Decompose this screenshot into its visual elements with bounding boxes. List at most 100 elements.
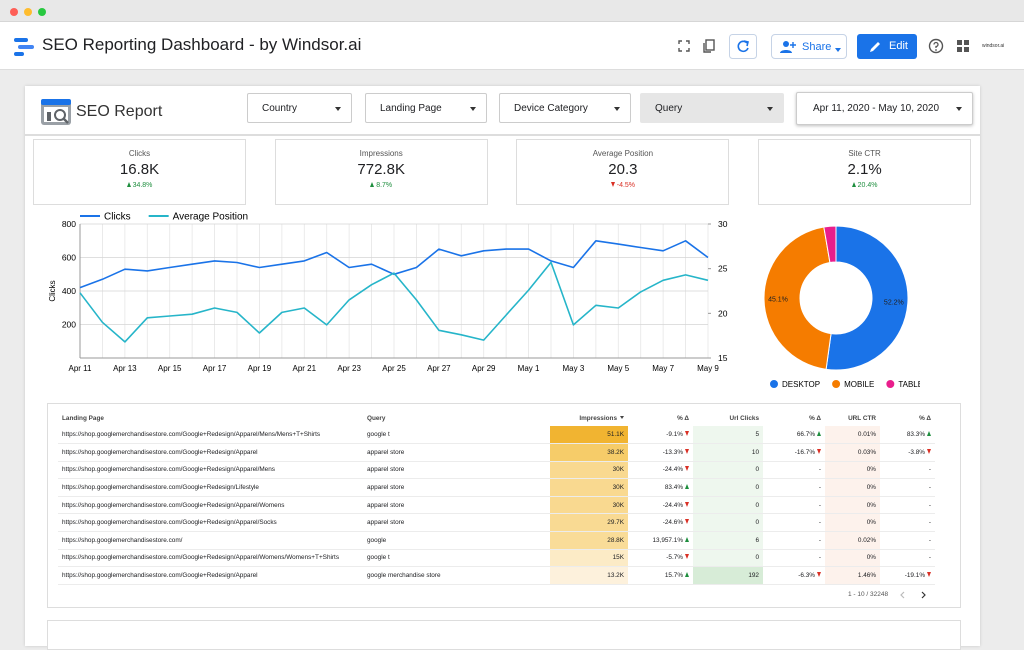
column-header: Url Clicks <box>693 410 763 426</box>
cell-text: apparel store <box>367 519 404 526</box>
legend-label: Clicks <box>104 212 131 223</box>
table-cell: 38.2K <box>550 444 628 462</box>
delta-text: 8.7% <box>376 182 392 189</box>
legend-dot <box>832 380 840 388</box>
help-icon[interactable] <box>928 38 944 54</box>
cell-text: 0 <box>755 484 759 491</box>
copy-icon[interactable] <box>701 38 717 54</box>
table-cell: 0 <box>693 496 763 514</box>
table-cell: https://shop.googlemerchandisestore.com/… <box>58 514 363 532</box>
scorecard-delta: 34.8% <box>34 182 245 189</box>
date-caret <box>956 107 962 111</box>
table-cell: https://shop.googlemerchandisestore.com/ <box>58 532 363 550</box>
filter-dropdown[interactable]: Query <box>640 93 784 123</box>
brand: windsor.ai <box>982 43 1004 49</box>
table-cell: apparel store <box>363 514 550 532</box>
column-header[interactable]: Impressions <box>550 410 628 426</box>
legend-label: MOBILE <box>844 380 874 389</box>
table-cell: 83.4% <box>628 479 693 497</box>
share-button[interactable]: Share <box>771 34 847 59</box>
share-caret[interactable] <box>835 48 841 52</box>
data-table: Landing PageQueryImpressions% ΔUrl Click… <box>58 410 935 585</box>
scorecard-value: 772.8K <box>276 161 487 178</box>
refresh-button[interactable] <box>729 34 757 59</box>
filter-dropdown[interactable]: Country <box>247 93 352 123</box>
cell-text: 66.7% <box>797 431 815 438</box>
table-cell: - <box>880 532 935 550</box>
cell-text: 83.3% <box>907 431 925 438</box>
scorecard-label: Impressions <box>276 149 487 158</box>
cell-text: -13.3% <box>663 449 683 456</box>
table-cell: - <box>880 479 935 497</box>
table-cell: 0% <box>825 496 880 514</box>
column-header: % Δ <box>880 410 935 426</box>
y2-tick-label: 20 <box>718 308 728 318</box>
arrow-up <box>685 484 689 489</box>
header-text: Impressions <box>579 415 617 422</box>
header-text: % Δ <box>919 415 931 422</box>
filter-dropdown[interactable]: Device Category <box>499 93 631 123</box>
delta-text: 34.8% <box>133 182 153 189</box>
delta-text: 20.4% <box>858 182 878 189</box>
cell-text: 30K <box>613 502 624 509</box>
filter-dropdown[interactable]: Landing Page <box>365 93 487 123</box>
cell-text: 30K <box>613 484 624 491</box>
cell-text: - <box>819 537 821 544</box>
cell-text: - <box>819 519 821 526</box>
legend-dot <box>770 380 778 388</box>
table-cell: 15.7% <box>628 567 693 585</box>
slice-label: 45.1% <box>768 296 788 303</box>
scorecard-value: 20.3 <box>517 161 728 178</box>
y-tick-label: 800 <box>62 219 76 229</box>
filter-label: Country <box>262 103 297 114</box>
cell-text: - <box>929 519 931 526</box>
cell-text: 29.7K <box>607 519 624 526</box>
header-text: Url Clicks <box>730 415 759 422</box>
table-cell: -13.3% <box>628 444 693 462</box>
table-cell: 28.8K <box>550 532 628 550</box>
y2-tick-label: 15 <box>718 353 728 363</box>
apps-icon[interactable] <box>955 38 971 54</box>
cell-text: apparel store <box>367 502 404 509</box>
cell-text: - <box>819 484 821 491</box>
table-cell: 0.02% <box>825 532 880 550</box>
edit-button[interactable]: Edit <box>857 34 917 59</box>
table-cell: -5.7% <box>628 549 693 567</box>
table-cell: 0.03% <box>825 444 880 462</box>
pager-arrows[interactable] <box>898 590 928 600</box>
filter-label: Landing Page <box>380 103 442 114</box>
table-cell: 1.46% <box>825 567 880 585</box>
filter-caret <box>470 107 476 111</box>
table-cell: 13.2K <box>550 567 628 585</box>
x-tick-label: May 5 <box>607 364 629 373</box>
table-cell: -24.6% <box>628 514 693 532</box>
cell-text: google t <box>367 431 390 438</box>
date-range[interactable]: Apr 11, 2020 - May 10, 2020 <box>796 92 973 125</box>
arrow-up <box>685 537 689 542</box>
table-cell: -6.3% <box>763 567 825 585</box>
cell-text: 28.8K <box>607 537 624 544</box>
arrow-down <box>927 449 931 454</box>
arrow-down <box>685 466 689 471</box>
arrow-down <box>685 554 689 559</box>
x-tick-label: May 3 <box>563 364 585 373</box>
fullscreen-icon[interactable] <box>676 38 692 54</box>
cell-text: -16.7% <box>795 449 815 456</box>
close-dot[interactable] <box>10 8 18 16</box>
delta-text: -4.5% <box>617 182 635 189</box>
table-row: https://shop.googlemerchandisestore.com/… <box>58 514 935 532</box>
y-tick-label: 600 <box>62 253 76 263</box>
minimize-dot[interactable] <box>24 8 32 16</box>
maximize-dot[interactable] <box>38 8 46 16</box>
table-cell: google t <box>363 426 550 444</box>
body: SEO Reporting Dashboard - by Windsor.ai … <box>0 0 1024 636</box>
edit-icon <box>869 40 882 53</box>
cell-text: -9.1% <box>666 431 683 438</box>
table-cell: 29.7K <box>550 514 628 532</box>
separator <box>25 134 980 136</box>
table-cell: 192 <box>693 567 763 585</box>
cell-text: 0.03% <box>858 449 876 456</box>
filter-label: Device Category <box>514 103 588 114</box>
table-cell: - <box>880 549 935 567</box>
table-cell: -3.8% <box>880 444 935 462</box>
